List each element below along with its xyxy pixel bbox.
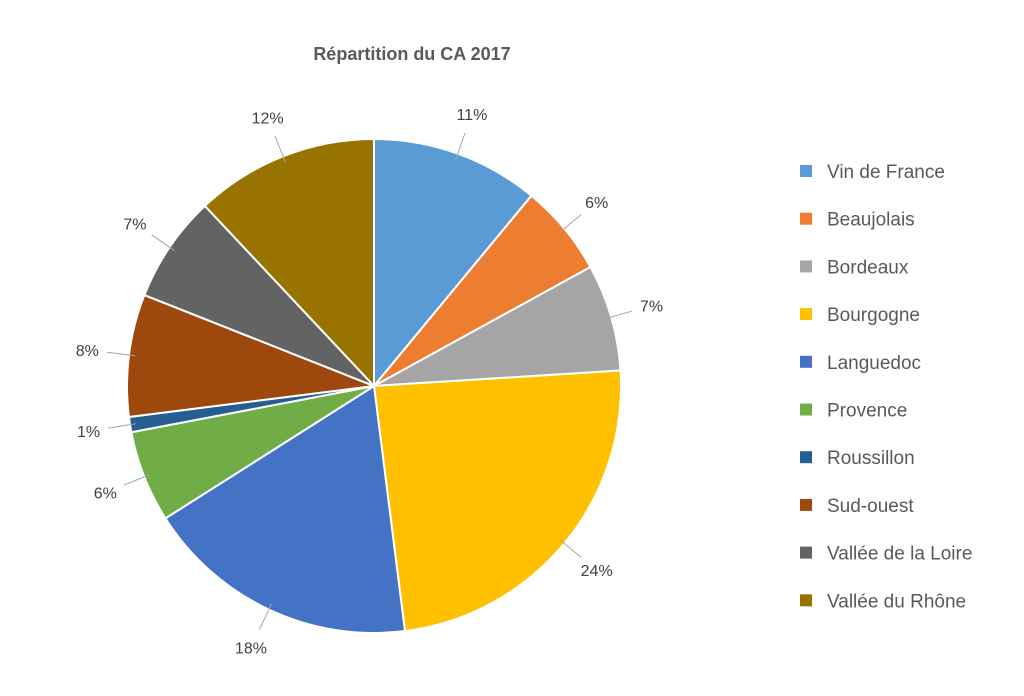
legend-label: Languedoc: [827, 353, 921, 374]
legend-label: Bordeaux: [827, 257, 909, 278]
legend-item-sud-ouest: Sud-ouest: [800, 496, 914, 517]
data-label-beaujolais: 6%: [585, 195, 608, 212]
chart-title: Répartition du CA 2017: [313, 44, 510, 64]
legend-swatch: [800, 165, 812, 177]
legend-item-beaujolais: Beaujolais: [800, 210, 915, 231]
leader-line: [151, 234, 175, 251]
legend-label: Provence: [827, 401, 907, 422]
legend-swatch: [800, 308, 812, 321]
legend-item-bordeaux: Bordeaux: [800, 257, 909, 278]
leader-lines: [107, 132, 633, 630]
data-label-bourgogne: 24%: [581, 563, 613, 580]
legend-item-roussillon: Roussillon: [800, 448, 915, 469]
legend-swatch: [800, 355, 812, 368]
legend-item-provence: Provence: [800, 401, 907, 422]
leader-line: [559, 214, 582, 233]
legend-label: Roussillon: [827, 448, 915, 469]
legend-item-bourgogne: Bourgogne: [800, 305, 920, 326]
legend-label: Vallée du Rhône: [827, 591, 966, 612]
legend-item-vallee-du-rhone: Vallée du Rhône: [800, 591, 966, 612]
legend-label: Vallée de la Loire: [827, 544, 972, 565]
leader-line: [274, 135, 286, 163]
pie-slice-bourgogne: [373, 369, 622, 633]
leader-line: [559, 539, 582, 558]
leader-line: [108, 423, 137, 429]
legend-item-vin-de-france: Vin de France: [800, 162, 945, 183]
data-label-languedoc: 18%: [235, 641, 267, 658]
legend-swatch: [800, 451, 812, 464]
data-label-roussillon: 1%: [77, 424, 100, 441]
legend-label: Beaujolais: [827, 210, 915, 231]
legend-item-vallee-de-la-loire: Vallée de la Loire: [800, 544, 972, 565]
legend-swatch: [800, 498, 812, 511]
legend-label: Vin de France: [827, 162, 945, 183]
legend-swatch: [800, 594, 812, 607]
leader-line: [259, 603, 272, 630]
legend-label: Bourgogne: [827, 305, 920, 326]
data-label-vin-de-france: 11%: [456, 107, 487, 124]
data-label-vallee-du-rhone: 12%: [252, 110, 284, 127]
pie-slices: [126, 138, 622, 634]
leader-line: [605, 310, 633, 320]
leader-line: [455, 132, 466, 160]
data-label-sud-ouest: 8%: [76, 343, 99, 360]
data-labels: 11% 6% 7% 24% 18% 6% 1% 8% 7% 12%: [76, 107, 663, 657]
legend-swatch: [800, 212, 812, 225]
legend-swatch: [800, 546, 812, 559]
data-label-bordeaux: 7%: [640, 298, 663, 315]
legend-label: Sud-ouest: [827, 496, 914, 517]
leader-line: [107, 351, 135, 357]
leader-line: [123, 474, 151, 486]
legend: Vin de France Beaujolais Bordeaux Bourgogne…: [800, 162, 972, 612]
legend-swatch: [800, 260, 812, 273]
legend-item-languedoc: Languedoc: [800, 353, 921, 374]
data-label-vallee-de-la-loire: 7%: [123, 217, 146, 234]
legend-swatch: [800, 403, 812, 416]
data-label-provence: 6%: [94, 485, 117, 502]
